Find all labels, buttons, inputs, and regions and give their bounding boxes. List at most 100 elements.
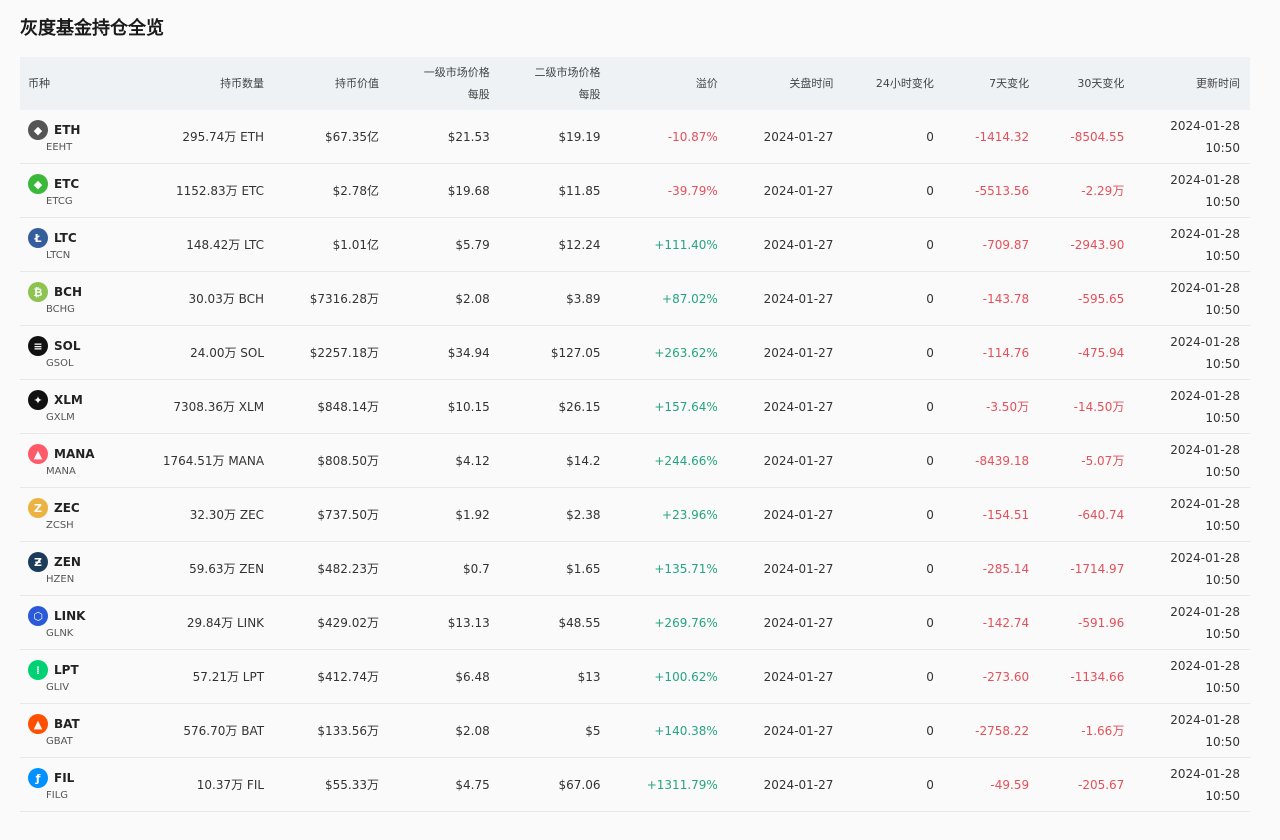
close-date-cell: 2024-01-27 — [727, 757, 844, 812]
premium-cell: +263.62% — [610, 325, 728, 380]
zcash-icon: Z — [28, 498, 48, 518]
secondary-price-cell: $14.2 — [499, 433, 611, 488]
coin-cell[interactable]: ▲ BAT GBAT — [20, 703, 118, 758]
litecoin-icon: Ł — [28, 228, 48, 248]
updated-cell: 2024-01-28 10:50 — [1134, 325, 1250, 380]
table-row[interactable]: ₿ BCH BCHG 30.03万 BCH $7316.28万 $2.08 $3.8… — [20, 271, 1250, 326]
coin-symbol: ZEN — [54, 555, 81, 569]
coin-cell[interactable]: ƒ FIL FILG — [20, 757, 118, 812]
coin-cell[interactable]: Z ZEC ZCSH — [20, 487, 118, 542]
table-row[interactable]: ⁞ LPT GLIV 57.21万 LPT $412.74万 $6.48 $13 +… — [20, 649, 1250, 704]
table-row[interactable]: ⬡ LINK GLNK 29.84万 LINK $429.02万 $13.13 $4… — [20, 595, 1250, 650]
fund-ticker: ETCG — [46, 196, 73, 207]
solana-icon: ≡ — [28, 336, 48, 356]
change-7d-cell: -142.74 — [943, 595, 1040, 650]
header-7d[interactable]: 7天变化 — [989, 76, 1030, 90]
close-date-cell: 2024-01-27 — [727, 541, 844, 596]
header-qty[interactable]: 持币数量 — [220, 76, 265, 90]
coin-cell[interactable]: ≡ SOL GSOL — [20, 325, 118, 380]
primary-price-cell: $0.7 — [389, 541, 500, 596]
change-30d-cell: -8504.55 — [1039, 110, 1135, 164]
bitcoin-cash-icon: ₿ — [28, 282, 48, 302]
secondary-price-cell: $1.65 — [499, 541, 611, 596]
updated-cell: 2024-01-28 10:50 — [1134, 433, 1250, 488]
secondary-price-cell: $3.89 — [499, 271, 611, 326]
change-30d-cell: -2.29万 — [1039, 163, 1135, 218]
table-row[interactable]: Ƶ ZEN HZEN 59.63万 ZEN $482.23万 $0.7 $1.65 … — [20, 541, 1250, 596]
coin-cell[interactable]: ✦ XLM GXLM — [20, 379, 118, 434]
header-secondary-sub: 每股 — [578, 87, 601, 101]
coin-cell[interactable]: ⬡ LINK GLNK — [20, 595, 118, 650]
value-cell: $67.35亿 — [274, 110, 390, 164]
close-date-cell: 2024-01-27 — [727, 325, 844, 380]
coin-cell[interactable]: ▲ MANA MANA — [20, 433, 118, 488]
updated-date: 2024-01-28 — [1170, 172, 1240, 187]
updated-cell: 2024-01-28 10:50 — [1134, 163, 1250, 218]
table-row[interactable]: Ł LTC LTCN 148.42万 LTC $1.01亿 $5.79 $12.24… — [20, 217, 1250, 272]
coin-cell[interactable]: ₿ BCH BCHG — [20, 271, 118, 326]
updated-date: 2024-01-28 — [1170, 118, 1240, 133]
secondary-price-cell: $2.38 — [499, 487, 611, 542]
coin-symbol: BAT — [54, 717, 80, 731]
table-row[interactable]: ≡ SOL GSOL 24.00万 SOL $2257.18万 $34.94 $12… — [20, 325, 1250, 380]
secondary-price-cell: $48.55 — [499, 595, 611, 650]
header-value[interactable]: 持币价值 — [335, 76, 380, 90]
fund-ticker: GBAT — [46, 736, 73, 747]
horizen-icon: Ƶ — [28, 552, 48, 572]
coin-cell[interactable]: ◆ ETH EEHT — [20, 110, 118, 164]
updated-time: 10:50 — [1205, 356, 1240, 371]
change-7d-cell: -1414.32 — [943, 110, 1040, 164]
change-7d-cell: -8439.18 — [943, 433, 1040, 488]
filecoin-icon: ƒ — [28, 768, 48, 788]
coin-symbol: FIL — [54, 771, 75, 785]
coin-cell[interactable]: Ł LTC LTCN — [20, 217, 118, 272]
table-row[interactable]: ▲ MANA MANA 1764.51万 MANA $808.50万 $4.12 $… — [20, 433, 1250, 488]
updated-cell: 2024-01-28 10:50 — [1134, 757, 1250, 812]
header-30d[interactable]: 30天变化 — [1077, 76, 1125, 90]
change-24h-cell: 0 — [843, 487, 944, 542]
change-7d-cell: -2758.22 — [943, 703, 1040, 758]
qty-cell: 10.37万 FIL — [118, 757, 275, 812]
header-coin[interactable]: 币种 — [28, 76, 50, 90]
header-24h[interactable]: 24小时变化 — [875, 76, 934, 90]
table-row[interactable]: ▲ BAT GBAT 576.70万 BAT $133.56万 $2.08 $5 +… — [20, 703, 1250, 758]
header-secondary[interactable]: 二级市场价格 每股 — [500, 57, 611, 110]
change-30d-cell: -2943.90 — [1039, 217, 1135, 272]
coin-cell[interactable]: ⁞ LPT GLIV — [20, 649, 118, 704]
livepeer-icon: ⁞ — [28, 660, 48, 680]
coin-cell[interactable]: ◆ ETC ETCG — [20, 163, 118, 218]
change-30d-cell: -475.94 — [1039, 325, 1135, 380]
table-row[interactable]: ◆ ETH EEHT 295.74万 ETH $67.35亿 $21.53 $19.… — [20, 110, 1250, 164]
table-row[interactable]: ƒ FIL FILG 10.37万 FIL $55.33万 $4.75 $67.06… — [20, 757, 1250, 812]
close-date-cell: 2024-01-27 — [727, 487, 844, 542]
change-24h-cell: 0 — [843, 433, 944, 488]
updated-time: 10:50 — [1205, 734, 1240, 749]
value-cell: $737.50万 — [274, 487, 390, 542]
change-30d-cell: -591.96 — [1039, 595, 1135, 650]
qty-cell: 1764.51万 MANA — [118, 433, 275, 488]
updated-date: 2024-01-28 — [1170, 280, 1240, 295]
premium-cell: +135.71% — [610, 541, 728, 596]
primary-price-cell: $19.68 — [389, 163, 500, 218]
updated-date: 2024-01-28 — [1170, 766, 1240, 781]
fund-ticker: GSOL — [46, 358, 74, 369]
updated-cell: 2024-01-28 10:50 — [1134, 217, 1250, 272]
table-row[interactable]: Z ZEC ZCSH 32.30万 ZEC $737.50万 $1.92 $2.38… — [20, 487, 1250, 542]
header-premium[interactable]: 溢价 — [695, 76, 718, 90]
table-row[interactable]: ✦ XLM GXLM 7308.36万 XLM $848.14万 $10.15 $2… — [20, 379, 1250, 434]
coin-symbol: ETC — [54, 177, 80, 191]
header-primary[interactable]: 一级市场价格 每股 — [389, 57, 500, 110]
change-24h-cell: 0 — [843, 757, 944, 812]
updated-date: 2024-01-28 — [1170, 226, 1240, 241]
primary-price-cell: $13.13 — [389, 595, 500, 650]
header-close[interactable]: 关盘时间 — [789, 76, 834, 90]
primary-price-cell: $34.94 — [389, 325, 500, 380]
table-row[interactable]: ◆ ETC ETCG 1152.83万 ETC $2.78亿 $19.68 $11.… — [20, 163, 1250, 218]
primary-price-cell: $10.15 — [389, 379, 500, 434]
coin-cell[interactable]: Ƶ ZEN HZEN — [20, 541, 118, 596]
change-24h-cell: 0 — [843, 325, 944, 380]
close-date-cell: 2024-01-27 — [727, 595, 844, 650]
header-updated[interactable]: 更新时间 — [1196, 76, 1240, 90]
updated-time: 10:50 — [1205, 680, 1240, 695]
secondary-price-cell: $19.19 — [499, 110, 611, 164]
